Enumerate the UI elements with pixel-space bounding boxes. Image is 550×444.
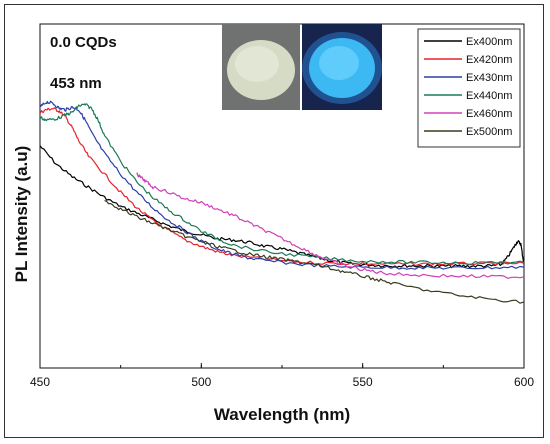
series-line-ex500nm	[104, 199, 525, 304]
x-axis-title: Wavelength (nm)	[214, 405, 350, 424]
x-tick-label: 550	[353, 375, 373, 389]
series-line-ex420nm	[39, 107, 525, 267]
legend: Ex400nm Ex420nm Ex430nm Ex440nm Ex460nm Ex500…	[417, 28, 521, 148]
series-line-ex460nm	[136, 172, 525, 279]
emission-peak-label: 453 nm	[50, 75, 102, 92]
legend-label-ex400nm: Ex400nm	[466, 36, 512, 48]
inset-photos	[222, 24, 382, 110]
legend-label-ex430nm: Ex430nm	[466, 72, 512, 84]
legend-label-ex440nm: Ex440nm	[466, 90, 512, 102]
legend-label-ex460nm: Ex460nm	[466, 108, 512, 120]
daylight-powder-highlight	[235, 46, 279, 82]
x-ticks: 450 500 550 600	[30, 363, 534, 389]
sample-label: 0.0 CQDs	[50, 34, 117, 51]
legend-label-ex420nm: Ex420nm	[466, 54, 512, 66]
series-line-ex440nm	[39, 103, 525, 265]
legend-box	[417, 28, 521, 148]
y-axis-title: PL Intensity (a.u)	[12, 146, 31, 283]
x-tick-label: 600	[514, 375, 534, 389]
x-tick-label: 450	[30, 375, 50, 389]
uv-powder-highlight	[319, 46, 359, 80]
x-tick-label: 500	[191, 375, 211, 389]
series-line-ex430nm	[40, 100, 525, 270]
legend-label-ex500nm: Ex500nm	[466, 126, 512, 138]
series-layer	[39, 100, 525, 304]
